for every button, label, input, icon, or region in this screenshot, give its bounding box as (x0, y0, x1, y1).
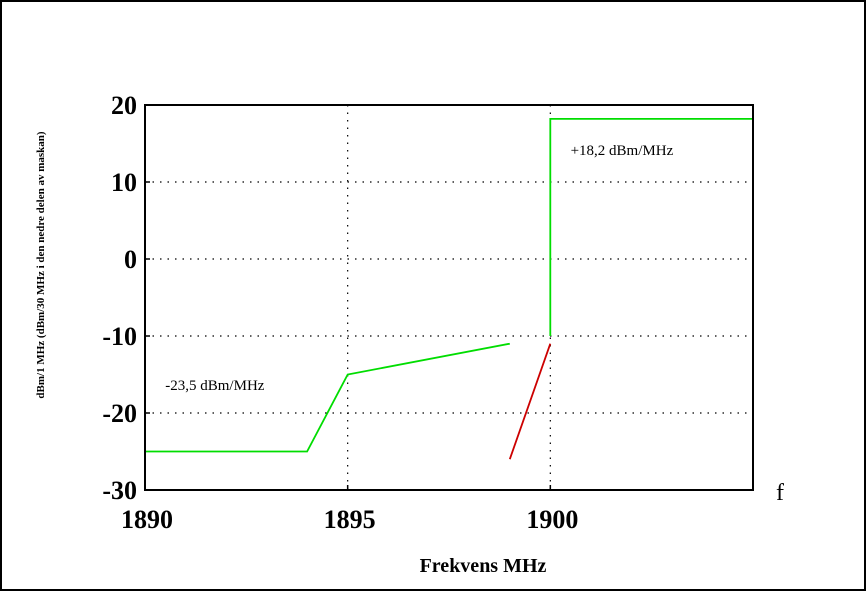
x-axis-label: Frekvens MHz (420, 555, 547, 577)
annotation-label: +18,2 dBm/MHz (571, 143, 674, 159)
series-line-1 (145, 342, 510, 453)
y-tick-label: 20 (111, 91, 137, 120)
y-tick-label: -10 (102, 322, 137, 351)
series-line-3 (508, 343, 552, 460)
annotations: -23,5 dBm/MHz +18,2 dBm/MHz (165, 143, 673, 394)
x-tick-label: 1890 (121, 505, 173, 534)
plot-area-border (144, 104, 754, 491)
x-tick-label: 1895 (324, 505, 376, 534)
grid (145, 105, 753, 490)
y-tick-labels: 20 10 0 -10 -20 -30 (102, 91, 150, 505)
y-tick-label: -30 (102, 476, 137, 505)
annotation-label: -23,5 dBm/MHz (165, 378, 265, 394)
y-tick-label: 10 (111, 168, 137, 197)
series-lines (145, 118, 753, 460)
x-tick-labels: 1890 1895 1900 (121, 485, 578, 534)
series-line-2 (549, 118, 753, 336)
x-tick-label: 1900 (526, 505, 578, 534)
x-axis-symbol: f (776, 480, 784, 506)
y-tick-label: -20 (102, 399, 137, 428)
y-axis-label: dBm/1 MHz (dBm/30 MHz i den nedre delen … (35, 131, 47, 398)
y-tick-label: 0 (124, 245, 137, 274)
